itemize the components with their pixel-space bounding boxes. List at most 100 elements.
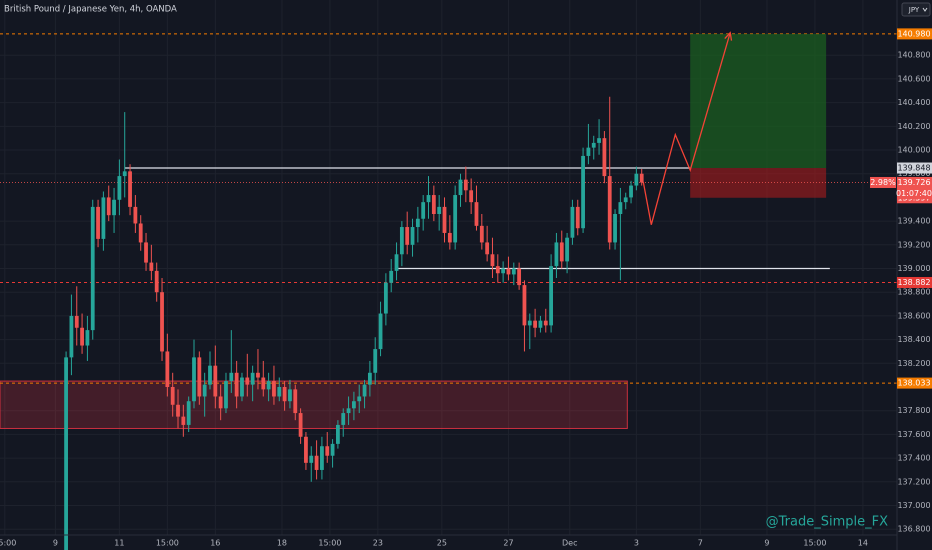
supply-zone	[0, 380, 628, 429]
candle-body	[389, 270, 394, 283]
y-tick-label: 140.800	[897, 51, 930, 60]
candle-body	[122, 171, 127, 177]
chart-title: British Pound / Japanese Yen, 4h, OANDA	[4, 5, 177, 15]
y-tick-label: 137.000	[897, 501, 930, 510]
candle-body	[527, 320, 532, 326]
y-tick-label: 138.600	[897, 311, 930, 320]
candle-body	[426, 195, 431, 203]
candle-body	[96, 206, 100, 239]
stop-area	[690, 168, 827, 198]
candle-body	[293, 389, 298, 414]
candle-body	[495, 266, 500, 274]
candle-body	[282, 387, 287, 402]
x-tick-label: 25	[437, 539, 447, 548]
currency-label[interactable]: JPY	[908, 6, 920, 14]
y-tick-label: 137.200	[897, 477, 930, 486]
candle-body	[591, 142, 596, 148]
candle-body	[80, 327, 84, 346]
candle-body	[543, 320, 548, 326]
candle-body	[554, 242, 559, 267]
x-tick-label: 15:00	[0, 539, 16, 548]
x-tick-label: 11	[114, 539, 124, 548]
candle-body	[437, 206, 442, 214]
candle-body	[373, 349, 378, 373]
candle-body	[341, 413, 346, 425]
price-badge-label: 138.033	[897, 379, 930, 388]
candle-body	[106, 197, 111, 216]
y-tick-label: 136.800	[897, 525, 930, 534]
y-tick-label: 137.600	[897, 430, 930, 439]
last-price-badge	[897, 176, 932, 199]
y-tick-label: 139.400	[897, 217, 930, 226]
candle-body	[602, 138, 607, 177]
candle-body	[501, 268, 506, 274]
level-badge-label: 139.848	[897, 164, 930, 173]
y-tick-label: 137.800	[897, 406, 930, 415]
candle-body	[208, 365, 212, 385]
x-tick-label: Dec	[562, 539, 577, 548]
x-tick-label: 16	[210, 539, 220, 548]
candle-body	[74, 315, 79, 328]
x-tick-label: 15:00	[318, 539, 341, 548]
candle-body	[405, 227, 410, 245]
candle-body	[378, 313, 383, 350]
candle-body	[463, 179, 468, 191]
x-tick-label: 15:00	[156, 539, 179, 548]
candle-body	[234, 372, 239, 397]
currency-button[interactable]	[901, 2, 931, 17]
candle-body	[256, 372, 260, 378]
x-tick-label: 7	[698, 539, 703, 548]
candle-body	[272, 381, 276, 397]
level-badge	[897, 162, 932, 174]
candle-body	[431, 195, 436, 214]
candle-body	[597, 138, 601, 143]
watermark: @Trade_Simple_FX	[766, 515, 888, 530]
y-tick-label: 140.400	[897, 98, 930, 107]
candle-body	[362, 384, 367, 397]
candle-body	[250, 372, 255, 385]
x-tick-label: 9	[53, 539, 58, 548]
candle-body	[112, 199, 116, 216]
candle-body	[613, 214, 617, 243]
candle-body	[320, 446, 324, 470]
candle-body	[298, 413, 303, 437]
countdown: 01:07:40	[896, 189, 932, 198]
candle-body	[149, 262, 154, 271]
candle-body	[538, 320, 543, 328]
candle-body	[618, 202, 623, 214]
last-price-label: 139.726	[897, 178, 930, 187]
candle-body	[101, 197, 106, 239]
candle-body	[154, 270, 159, 293]
candle-body	[229, 372, 234, 382]
candle-body	[634, 173, 639, 186]
y-tick-label: 138.200	[897, 359, 930, 368]
candle-body	[170, 387, 175, 405]
candle-body	[336, 424, 340, 444]
x-tick-label: 14	[858, 539, 868, 548]
candle-body	[245, 377, 250, 385]
candle-body	[69, 315, 74, 358]
price-badge	[897, 276, 932, 288]
axes: 136.800 137.000 137.200 137.400 137.600 137.8…	[0, 28, 932, 548]
candle-body	[559, 242, 564, 262]
candle-body	[517, 268, 522, 286]
candle-body	[288, 389, 292, 402]
y-tick-label: 140.600	[897, 74, 930, 83]
candle-body	[309, 455, 314, 463]
candle-body	[144, 242, 148, 263]
candle-body	[186, 401, 191, 425]
candle-body	[485, 242, 490, 255]
target-area	[690, 33, 827, 169]
projection-arrowhead	[724, 31, 733, 41]
candle-body	[277, 387, 282, 397]
candle-body	[346, 408, 351, 414]
candle-body	[240, 377, 244, 397]
dropdown-arrow	[922, 7, 928, 12]
candle-body	[469, 190, 474, 203]
candle-body	[325, 446, 330, 456]
candle-body	[575, 206, 580, 229]
y-tick-label: 138.800	[897, 288, 930, 297]
candle-body	[623, 197, 628, 203]
candle-body	[474, 202, 479, 226]
